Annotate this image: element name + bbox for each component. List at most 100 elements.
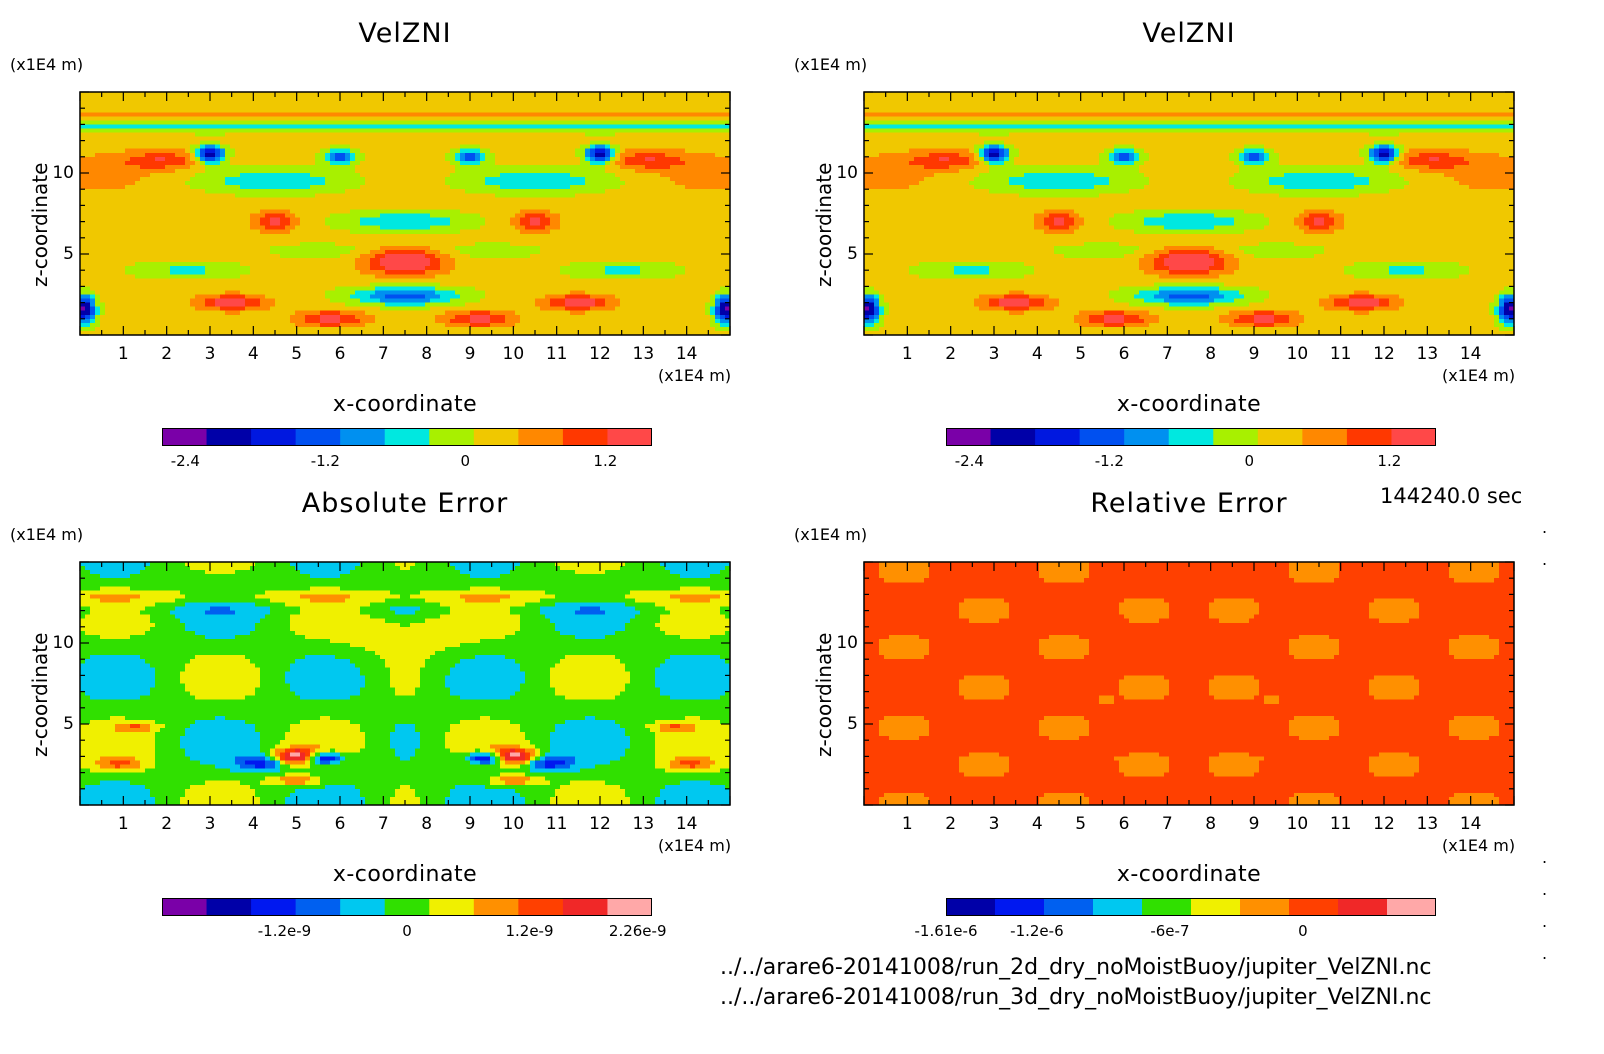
colorbar-swatch xyxy=(518,898,564,916)
y-tick-labels: 5 10 xyxy=(0,562,74,805)
x-axis-unit: (x1E4 m) xyxy=(658,836,731,855)
colorbar-swatch xyxy=(1240,898,1290,916)
plot-frame xyxy=(863,561,1515,806)
colorbar-swatch xyxy=(1191,898,1241,916)
plot-area xyxy=(863,91,1515,336)
contour-field xyxy=(864,562,1514,805)
colorbar-swatch xyxy=(384,428,430,446)
colorbar-swatches xyxy=(946,898,1437,916)
file-path-2d: ../../arare6-20141008/run_2d_dry_noMoist… xyxy=(720,955,1432,980)
x-tick-label: 13 xyxy=(1417,344,1439,364)
x-tick-label: 7 xyxy=(1162,344,1173,364)
x-tick-label: 8 xyxy=(1205,344,1216,364)
x-tick-label: 10 xyxy=(1287,814,1309,834)
x-tick-label: 14 xyxy=(676,814,698,834)
colorbar-swatch xyxy=(473,898,519,916)
colorbar-swatch xyxy=(206,428,252,446)
x-axis-unit: (x1E4 m) xyxy=(1442,836,1515,855)
colorbar-swatches xyxy=(162,898,653,916)
colorbar-swatch xyxy=(429,428,475,446)
contour-field xyxy=(864,92,1514,335)
y-tick-label: 10 xyxy=(52,633,74,653)
colorbar-tick-label: 0 xyxy=(1245,452,1255,470)
y-tick-labels: 5 10 xyxy=(784,92,858,335)
colorbar-swatch xyxy=(518,428,564,446)
x-tick-label: 3 xyxy=(205,814,216,834)
x-axis-label: x-coordinate xyxy=(784,862,1594,887)
colorbar-swatch xyxy=(1391,428,1437,446)
colorbar-swatch xyxy=(1035,428,1081,446)
colorbar xyxy=(162,898,653,916)
colorbar-swatch xyxy=(1213,428,1259,446)
y-axis-unit: (x1E4 m) xyxy=(10,55,83,74)
colorbar-swatch xyxy=(251,898,297,916)
x-tick-label: 2 xyxy=(161,344,172,364)
colorbar-swatch xyxy=(295,898,341,916)
colorbar-swatch xyxy=(995,898,1045,916)
y-tick-label: 5 xyxy=(847,244,858,264)
y-axis-unit: (x1E4 m) xyxy=(10,525,83,544)
plot-area xyxy=(863,561,1515,806)
colorbar-swatch xyxy=(1079,428,1125,446)
colorbar-tick-label: 0 xyxy=(461,452,471,470)
chart-title: Absolute Error xyxy=(0,488,810,519)
plot-frame xyxy=(863,91,1515,336)
colorbar-swatch xyxy=(607,898,653,916)
plot-area xyxy=(79,561,731,806)
colorbar-tick-label: -1.2 xyxy=(1095,452,1124,470)
colorbar-swatch xyxy=(562,898,608,916)
x-tick-label: 10 xyxy=(503,814,525,834)
colorbar-swatch xyxy=(1142,898,1192,916)
x-tick-label: 12 xyxy=(589,344,611,364)
x-tick-label: 4 xyxy=(248,814,259,834)
y-tick-label: 10 xyxy=(52,163,74,183)
x-tick-label: 1 xyxy=(118,344,129,364)
colorbar-swatch xyxy=(429,898,475,916)
colorbar-swatch xyxy=(946,898,996,916)
colorbar-swatch xyxy=(162,898,208,916)
y-tick-labels: 5 10 xyxy=(784,562,858,805)
relative-error-panel: Relative Error (x1E4 m) z-coordinate 1 2 3 4 5 6… xyxy=(784,470,1564,940)
x-tick-label: 6 xyxy=(335,344,346,364)
x-tick-label: 8 xyxy=(421,814,432,834)
plot-frame xyxy=(79,91,731,336)
colorbar-swatch xyxy=(251,428,297,446)
colorbar-swatch xyxy=(1257,428,1303,446)
x-tick-label: 7 xyxy=(378,344,389,364)
colorbar-swatch xyxy=(607,428,653,446)
x-tick-label: 13 xyxy=(633,814,655,834)
contour-field xyxy=(80,92,730,335)
x-tick-label: 8 xyxy=(1205,814,1216,834)
x-tick-label: 6 xyxy=(1119,814,1130,834)
x-tick-label: 4 xyxy=(248,344,259,364)
y-tick-label: 10 xyxy=(836,633,858,653)
x-tick-label: 6 xyxy=(335,814,346,834)
file-path-3d: ../../arare6-20141008/run_3d_dry_noMoist… xyxy=(720,985,1432,1010)
x-tick-label: 1 xyxy=(118,814,129,834)
x-tick-label: 4 xyxy=(1032,814,1043,834)
x-tick-label: 7 xyxy=(1162,814,1173,834)
colorbar-swatch xyxy=(1346,428,1392,446)
y-axis-unit: (x1E4 m) xyxy=(794,525,867,544)
colorbar-tick-label: 1.2 xyxy=(1377,452,1401,470)
x-tick-label: 5 xyxy=(291,814,302,834)
x-tick-label: 9 xyxy=(1249,344,1260,364)
y-tick-label: 10 xyxy=(836,163,858,183)
x-tick-label: 9 xyxy=(465,814,476,834)
x-tick-label: 11 xyxy=(546,814,568,834)
x-tick-label: 5 xyxy=(1075,344,1086,364)
x-tick-label: 11 xyxy=(546,344,568,364)
contour-field xyxy=(80,562,730,805)
colorbar xyxy=(946,898,1437,916)
absolute-error-panel: Absolute Error (x1E4 m) z-coordinate 1 2 3 4 5 6… xyxy=(0,470,780,940)
colorbar-swatch xyxy=(1387,898,1437,916)
y-tick-label: 5 xyxy=(63,714,74,734)
velznl-top-left-panel: VelZNI (x1E4 m) z-coordinate 1 2 3 4 5 6 7 8 9 10 11 1… xyxy=(0,0,780,470)
x-tick-label: 14 xyxy=(676,344,698,364)
x-tick-label: 9 xyxy=(1249,814,1260,834)
colorbar-swatch xyxy=(473,428,519,446)
colorbar-tick-label: 2.26e-9 xyxy=(609,922,667,940)
y-axis-unit: (x1E4 m) xyxy=(794,55,867,74)
x-tick-label: 6 xyxy=(1119,344,1130,364)
colorbar-swatch xyxy=(1168,428,1214,446)
